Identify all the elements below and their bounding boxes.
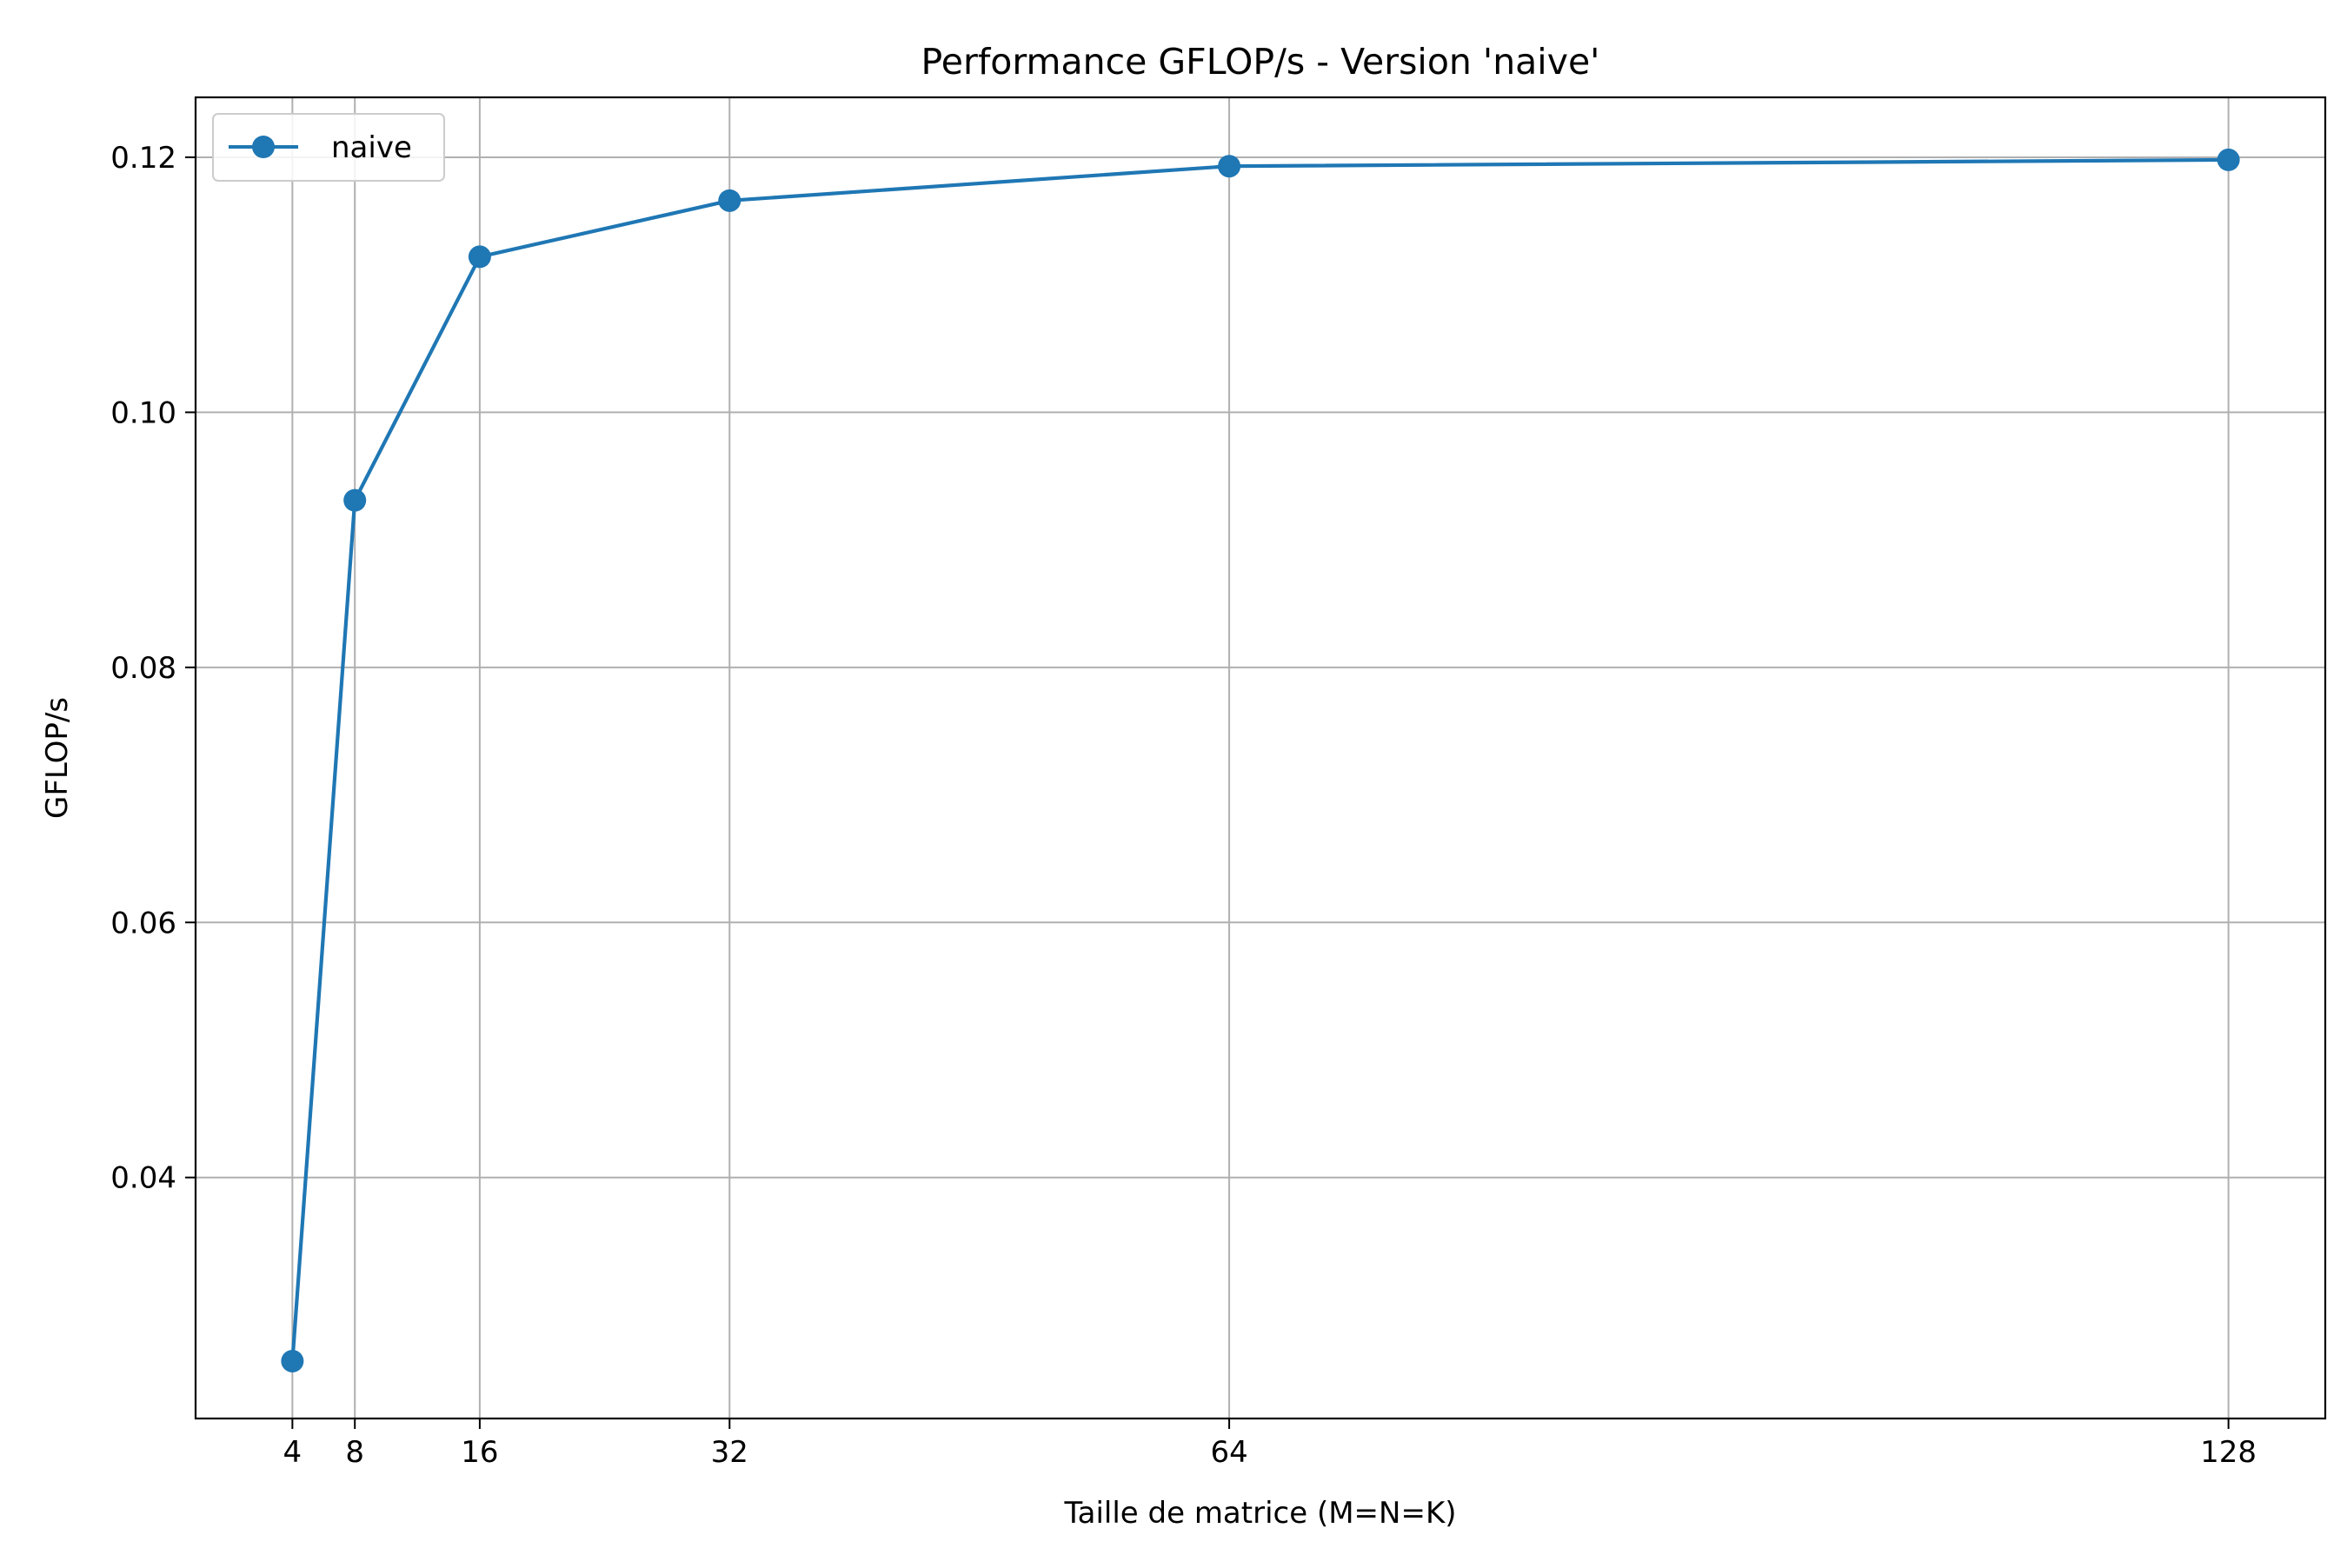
chart-title: Performance GFLOP/s - Version 'naive' <box>921 41 1600 83</box>
legend-entry-label: naive <box>331 130 412 165</box>
legend: naive <box>212 113 445 182</box>
data-point <box>468 245 491 269</box>
data-point <box>1218 155 1241 178</box>
x-tick-label: 32 <box>711 1435 748 1470</box>
data-point <box>281 1349 304 1372</box>
plot-area-frame <box>194 96 2327 1420</box>
y-axis-label: GFLOP/s <box>40 697 75 819</box>
x-axis-ticks: 4 8 16 32 64 128 <box>283 1419 2257 1470</box>
series-layer <box>281 148 2240 1372</box>
x-axis-label: Taille de matrice (M=N=K) <box>1063 1496 1456 1531</box>
y-tick-label: 0.12 <box>110 141 176 176</box>
legend-box <box>212 113 445 182</box>
y-tick-label: 0.08 <box>110 651 176 686</box>
x-tick-label: 16 <box>461 1435 498 1470</box>
series-line-naive <box>290 157 2231 1364</box>
legend-marker-swatch <box>252 136 275 158</box>
y-tick-label: 0.06 <box>110 906 176 940</box>
grid-lines <box>196 97 2325 1419</box>
data-point <box>718 189 741 212</box>
x-tick-label: 128 <box>2200 1435 2257 1470</box>
y-axis-ticks: 0.04 0.06 0.08 0.10 0.12 <box>110 141 196 1196</box>
data-point <box>2217 148 2240 171</box>
x-tick-label: 8 <box>345 1435 364 1470</box>
x-tick-label: 4 <box>283 1435 303 1470</box>
y-tick-label: 0.10 <box>110 395 176 430</box>
data-point <box>343 488 367 512</box>
x-tick-label: 64 <box>1210 1435 1247 1470</box>
y-tick-label: 0.04 <box>110 1161 176 1196</box>
